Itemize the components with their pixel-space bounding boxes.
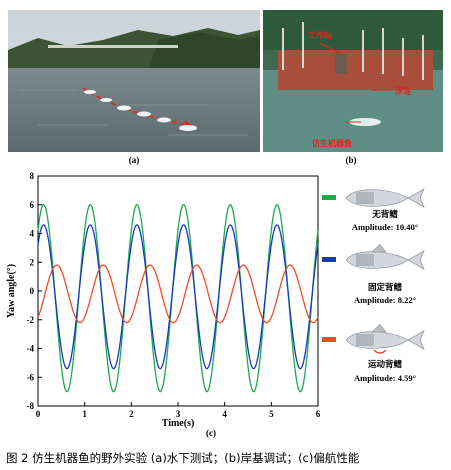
bridge [48, 45, 178, 48]
y-axis-ticks: 8 6 4 2 0 -2 -4 -6 -8 [27, 171, 42, 411]
series-line-2 [37, 264, 319, 324]
fish-illustration-fixed-fin [345, 243, 425, 270]
series-line-1 [37, 224, 319, 370]
y-tick-label: 2 [30, 257, 35, 267]
y-tick-label: 8 [30, 171, 35, 181]
x-tick-label: 3 [176, 409, 181, 419]
y-tick-label: 6 [30, 200, 35, 210]
legend-name-active-fin: 运动背鳍 [367, 360, 402, 370]
x-tick-label: 0 [36, 409, 41, 419]
legend-amplitude-no-fin: Amplitude: 10.40° [351, 222, 419, 232]
plot-frame [37, 175, 319, 407]
annotation-floating-island: 浮岛 [395, 87, 411, 96]
annotation-workstation: 工作站 [308, 31, 332, 40]
x-tick-label: 6 [316, 409, 321, 419]
panel-c-label: (c) [206, 428, 216, 438]
y-tick-label: -8 [27, 401, 35, 411]
y-tick-label: -4 [27, 344, 35, 354]
y-axis-label: Yaw angle(°) [6, 264, 17, 318]
panel-a-label: (a) [128, 155, 140, 165]
y-tick-label: -6 [27, 372, 35, 382]
yaw-chart: 8 6 4 2 0 -2 -4 -6 -8 0 1 2 3 4 5 6 Yaw angle(°) Time(… [6, 171, 425, 429]
fish-illustration-no-fin [345, 188, 425, 208]
legend-swatch-fixed-fin [322, 257, 336, 262]
legend-amplitude-active-fin: Amplitude: 4.59° [354, 373, 416, 383]
panel-b-label: (b) [345, 155, 357, 165]
fish-illustration-active-fin [345, 323, 425, 354]
lake-photo [8, 10, 260, 152]
robot-fish-frames [84, 90, 197, 131]
annotation-robot-fish: 仿生机器鱼 [312, 139, 352, 148]
x-axis-label: Time(s) [162, 418, 195, 429]
legend-name-no-fin: 无背鳍 [372, 210, 398, 220]
island-photo [263, 10, 443, 152]
legend-swatch-active-fin [322, 337, 336, 342]
x-tick-label: 5 [269, 409, 274, 419]
x-tick-label: 4 [222, 409, 227, 419]
y-tick-label: 0 [30, 286, 35, 296]
y-tick-label: 4 [30, 229, 35, 239]
x-axis-ticks: 0 1 2 3 4 5 6 [36, 402, 321, 419]
series-layer [37, 204, 319, 393]
x-tick-label: 2 [129, 409, 134, 419]
legend-swatch-no-fin [322, 195, 336, 200]
y-tick-label: -2 [27, 315, 35, 325]
figure-caption: 图 2 仿生机器鱼的野外实验 (a)水下测试；(b)岸基调试；(c)偏航性能 [6, 451, 360, 465]
legend-name-fixed-fin: 固定背鳍 [367, 283, 402, 293]
legend-amplitude-fixed-fin: Amplitude: 8.22° [354, 295, 416, 305]
x-tick-label: 1 [82, 409, 87, 419]
series-line-0 [37, 204, 319, 393]
